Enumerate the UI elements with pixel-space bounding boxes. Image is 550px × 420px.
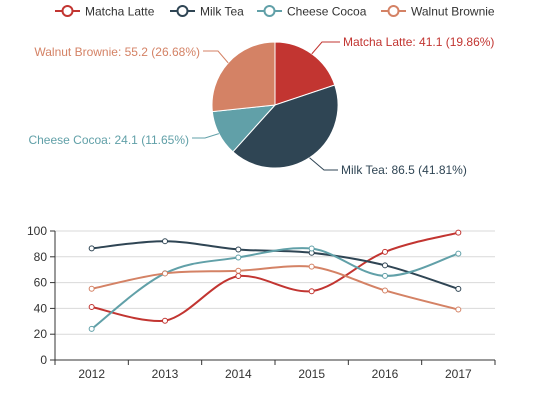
data-point-cheese-cocoa-2014[interactable]: [235, 254, 242, 261]
y-tick-label: 20: [34, 327, 48, 341]
pie-leader-line: [311, 41, 340, 55]
data-point-milk-tea-2017[interactable]: [455, 285, 462, 292]
legend-item-matcha-latte[interactable]: Matcha Latte: [55, 5, 155, 19]
data-point-walnut-brownie-2012[interactable]: [88, 285, 95, 292]
y-tick-label: 80: [34, 250, 48, 264]
data-point-cheese-cocoa-2015[interactable]: [308, 245, 315, 252]
x-tick-label: 2012: [78, 367, 105, 381]
data-point-matcha-latte-2015[interactable]: [308, 288, 315, 295]
data-point-matcha-latte-2012[interactable]: [88, 303, 95, 310]
series-line-cheese-cocoa[interactable]: [91, 247, 459, 330]
x-tick-label: 2015: [298, 367, 325, 381]
data-point-milk-tea-2016[interactable]: [382, 262, 388, 269]
legend-marker-icon: [387, 5, 400, 17]
data-point-walnut-brownie-2014[interactable]: [235, 267, 242, 274]
data-point-cheese-cocoa-2016[interactable]: [382, 272, 388, 279]
pie-slice-label: Milk Tea: 86.5 (41.81%): [341, 163, 467, 177]
legend[interactable]: Matcha Latte Milk Tea Cheese Cocoa Walnut B…: [55, 5, 495, 19]
data-point-walnut-brownie-2017[interactable]: [455, 306, 462, 313]
data-point-milk-tea-2012[interactable]: [88, 245, 95, 252]
data-point-matcha-latte-2016[interactable]: [382, 248, 388, 255]
data-point-walnut-brownie-2016[interactable]: [382, 287, 388, 294]
legend-marker-icon: [263, 5, 276, 17]
legend-marker-icon: [176, 5, 189, 17]
series-cheese-cocoa: [88, 245, 462, 332]
data-point-cheese-cocoa-2017[interactable]: [455, 250, 462, 257]
y-tick-label: 40: [34, 301, 48, 315]
y-tick-label: 60: [34, 276, 48, 290]
legend-label: Matcha Latte: [85, 5, 155, 19]
line-chart: 0 20 40 60 80 100 2012 2013 2014 2015 2016 2017: [27, 224, 496, 381]
x-tick-label: 2017: [445, 367, 472, 381]
pie-leader-line: [309, 157, 338, 171]
pie-slice-label: Matcha Latte: 41.1 (19.86%): [343, 35, 494, 49]
pie-slice-label: Walnut Brownie: 55.2 (26.68%): [34, 45, 200, 59]
data-point-cheese-cocoa-2012[interactable]: [88, 325, 95, 332]
x-tick-label: 2016: [372, 367, 399, 381]
legend-label: Walnut Brownie: [411, 5, 495, 19]
legend-item-milk-tea[interactable]: Milk Tea: [170, 5, 244, 19]
data-point-milk-tea-2013[interactable]: [162, 238, 168, 245]
x-tick-label: 2013: [152, 367, 179, 381]
series-walnut-brownie: [88, 263, 462, 313]
legend-marker-icon: [61, 5, 74, 17]
series-matcha-latte: [88, 229, 462, 324]
pie-slice-label: Cheese Cocoa: 24.1 (11.65%): [28, 133, 189, 147]
series-line-matcha-latte[interactable]: [91, 231, 459, 322]
legend-item-walnut-brownie[interactable]: Walnut Brownie: [381, 5, 495, 19]
x-tick-label: 2014: [225, 367, 252, 381]
legend-item-cheese-cocoa[interactable]: Cheese Cocoa: [257, 5, 367, 19]
data-point-walnut-brownie-2015[interactable]: [308, 263, 315, 270]
y-tick-label: 100: [27, 224, 47, 238]
pie-leader-line: [192, 133, 220, 139]
data-point-matcha-latte-2017[interactable]: [455, 229, 462, 236]
data-point-matcha-latte-2014[interactable]: [235, 273, 242, 280]
pie-leader-line: [203, 50, 229, 64]
data-point-walnut-brownie-2013[interactable]: [162, 270, 168, 277]
data-point-milk-tea-2014[interactable]: [235, 246, 242, 253]
pie-chart: Matcha Latte: 41.1 (19.86%) Milk Tea: 86.…: [28, 35, 494, 177]
y-tick-label: 0: [40, 353, 47, 367]
legend-label: Milk Tea: [200, 5, 244, 19]
legend-label: Cheese Cocoa: [287, 5, 367, 19]
data-point-matcha-latte-2013[interactable]: [162, 317, 168, 324]
pie-slice-walnut-brownie[interactable]: [211, 41, 276, 113]
series-line-milk-tea[interactable]: [91, 240, 459, 290]
series-line-walnut-brownie[interactable]: [91, 265, 459, 311]
